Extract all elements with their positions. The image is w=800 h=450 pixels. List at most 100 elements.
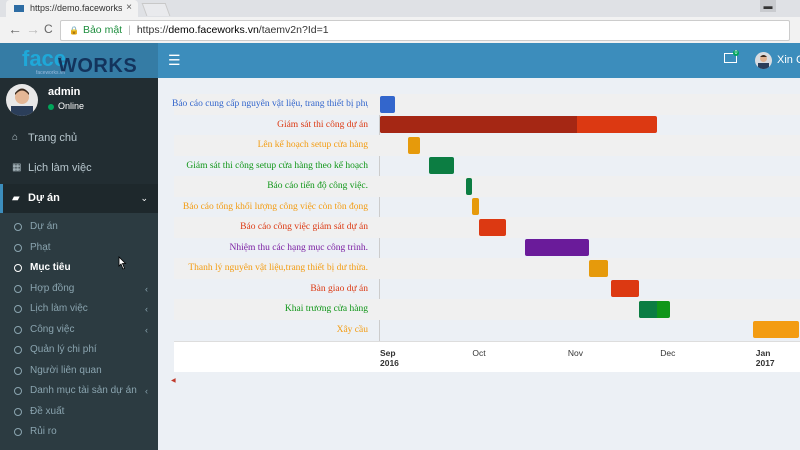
url-field[interactable]: 🔒 Bảo mật | https://demo.faceworks.vn/taemv… <box>60 20 790 41</box>
gantt-chart: Báo cáo cung cấp nguyên vật liệu, trang … <box>172 94 800 372</box>
sidebar-item-home[interactable]: ⌂ Trang chủ <box>0 125 158 151</box>
submenu-item-schedule[interactable]: Lịch làm việc ‹ <box>0 299 158 319</box>
scroll-left-icon[interactable]: ◀ <box>171 378 176 384</box>
submenu-item-costs[interactable]: Quản lý chi phí <box>0 340 158 360</box>
gantt-task-label: Báo cáo tiến độ công việc. <box>267 181 368 191</box>
mail-icon[interactable] <box>724 53 737 63</box>
gantt-axis-tick: Sep 2016 <box>380 348 399 368</box>
new-tab-button[interactable] <box>141 3 171 16</box>
briefcase-icon: ▰ <box>12 193 20 204</box>
circle-icon <box>14 408 22 416</box>
submenu-item-risks[interactable]: Rủi ro <box>0 422 158 442</box>
gantt-row: Lên kế hoạch setup cửa hàng <box>174 135 800 156</box>
circle-icon <box>14 387 22 395</box>
gantt-task-progress <box>380 116 577 133</box>
gantt-task-bar[interactable] <box>466 177 473 195</box>
gantt-row: Báo cáo cung cấp nguyên vật liệu, trang … <box>172 94 800 115</box>
submenu-item-penalty[interactable]: Phạt <box>0 238 158 258</box>
gantt-task-bar[interactable] <box>589 259 608 277</box>
browser-tabstrip: https://demo.faceworks.v × ▬ <box>0 0 800 17</box>
app-logo[interactable]: face WORKS faceworks.vn <box>0 43 158 78</box>
gantt-row: Báo cáo tổng khối lượng công việc còn tồ… <box>174 197 800 218</box>
reload-button[interactable]: C <box>44 22 53 36</box>
address-bar-row: ← → C 🔒 Bảo mật | https://demo.faceworks.vn… <box>0 17 800 44</box>
logo-works-text: WORKS <box>58 55 138 77</box>
gantt-task-bar[interactable] <box>524 239 590 256</box>
gantt-task-label: Nhiệm thu các hạng mục công trình. <box>229 242 368 253</box>
mail-count-badge: 0 <box>733 50 739 56</box>
home-icon: ⌂ <box>12 132 19 143</box>
minimize-button[interactable]: ▬ <box>760 0 776 12</box>
menu-toggle-icon[interactable]: ☰ <box>168 52 181 68</box>
gantt-task-bar[interactable] <box>380 116 658 133</box>
gantt-axis-tick: Nov <box>567 348 583 358</box>
submenu-item-contracts[interactable]: Hợp đồng ‹ <box>0 279 158 299</box>
circle-icon <box>14 223 22 231</box>
gantt-row: Khai trương cửa hàng <box>174 299 800 320</box>
gantt-task-bar[interactable] <box>380 95 396 113</box>
gantt-axis-tick: Jan 2017 <box>755 348 775 368</box>
chevron-left-icon: ‹ <box>145 284 148 294</box>
gantt-row: Nhiệm thu các hạng mục công trình. <box>174 238 800 259</box>
submenu-item-goals[interactable]: Mục tiêu <box>0 258 158 278</box>
circle-icon <box>14 264 22 272</box>
gantt-task-bar[interactable] <box>429 157 454 174</box>
logo-subtitle: faceworks.vn <box>36 70 66 76</box>
gantt-task-label: Báo cáo công việc giám sát dự án <box>240 222 368 232</box>
gantt-task-label: Bàn giao dự án <box>310 283 368 294</box>
sidebar-item-schedule[interactable]: ▦ Lịch làm việc <box>0 155 158 181</box>
tab-title: https://demo.faceworks.v <box>30 3 122 13</box>
top-user-name[interactable]: Xin Ch <box>777 54 800 66</box>
back-button[interactable]: ← <box>8 21 22 37</box>
gantt-task-label: Khai trương cửa hàng <box>284 304 368 314</box>
circle-icon <box>14 285 22 293</box>
sidebar-item-label: Dự án <box>28 192 60 204</box>
submenu-item-proposals[interactable]: Đề xuất <box>0 402 158 422</box>
user-avatar-small[interactable] <box>755 52 772 69</box>
url-text: https://demo.faceworks.vn/taemv2n?Id=1 <box>136 24 329 36</box>
circle-icon <box>14 428 22 436</box>
gantt-task-bar[interactable] <box>638 300 670 318</box>
circle-icon <box>14 367 22 375</box>
user-avatar <box>6 84 38 116</box>
gantt-row: Thanh lý nguyên vật liệu,trang thiết bị … <box>174 258 800 279</box>
favicon-icon <box>14 5 24 12</box>
projects-submenu: Dự án Phạt Mục tiêu Hợp đồng ‹ Lịch làm v… <box>0 213 158 450</box>
gantt-task-label: Giám sát thi công dự án <box>277 119 368 130</box>
browser-tab[interactable]: https://demo.faceworks.v × <box>6 0 138 17</box>
gantt-task-bar[interactable] <box>407 136 421 154</box>
gantt-row: Giám sát thi công dự án <box>174 115 800 136</box>
gantt-task-label: Xây cầu <box>336 324 368 335</box>
gantt-task-label: Giám sát thi công setup cửa hàng theo kế… <box>186 160 368 171</box>
sidebar-item-label: Lịch làm việc <box>28 162 92 174</box>
submenu-item-assets[interactable]: Danh mục tài sản dự án ‹ <box>0 381 158 401</box>
gantt-task-bar[interactable] <box>478 218 507 236</box>
lock-icon: 🔒 <box>69 26 79 35</box>
calendar-icon: ▦ <box>12 162 22 173</box>
circle-icon <box>14 244 22 252</box>
gantt-row: Bàn giao dự án <box>174 279 800 300</box>
forward-button[interactable]: → <box>26 21 40 37</box>
top-navbar: ☰ 0 Xin Ch <box>158 43 800 78</box>
gantt-task-label: Thanh lý nguyên vật liệu,trang thiết bị … <box>188 263 368 273</box>
circle-icon <box>14 305 22 313</box>
tab-close-icon[interactable]: × <box>126 2 132 13</box>
submenu-item-tasks[interactable]: Công việc ‹ <box>0 320 158 340</box>
gantt-task-label: Lên kế hoạch setup cửa hàng <box>257 140 368 150</box>
gantt-task-bar[interactable] <box>611 280 639 297</box>
logo-face-text: face <box>22 46 67 71</box>
submenu-item-contacts[interactable]: Người liên quan <box>0 361 158 381</box>
gantt-row: Báo cáo tiến độ công việc. <box>174 176 800 197</box>
gantt-task-bar[interactable] <box>752 321 799 338</box>
circle-icon <box>14 326 22 334</box>
gantt-task-bar[interactable] <box>472 198 479 215</box>
chevron-down-icon: ⌄ <box>140 193 148 203</box>
gantt-task-label: Báo cáo tổng khối lượng công việc còn tồ… <box>182 201 368 212</box>
gantt-time-axis: Sep 2016 Oct Nov Dec Jan 2017 <box>174 341 800 372</box>
sidebar-item-projects[interactable]: ▰ Dự án ⌄ <box>0 184 158 213</box>
submenu-item-projects[interactable]: Dự án <box>0 217 158 237</box>
gantt-row: Xây cầu <box>174 320 800 341</box>
sidebar-item-label: Trang chủ <box>28 132 78 144</box>
gantt-axis-tick: Dec <box>660 348 676 358</box>
gantt-task-progress <box>638 300 658 318</box>
